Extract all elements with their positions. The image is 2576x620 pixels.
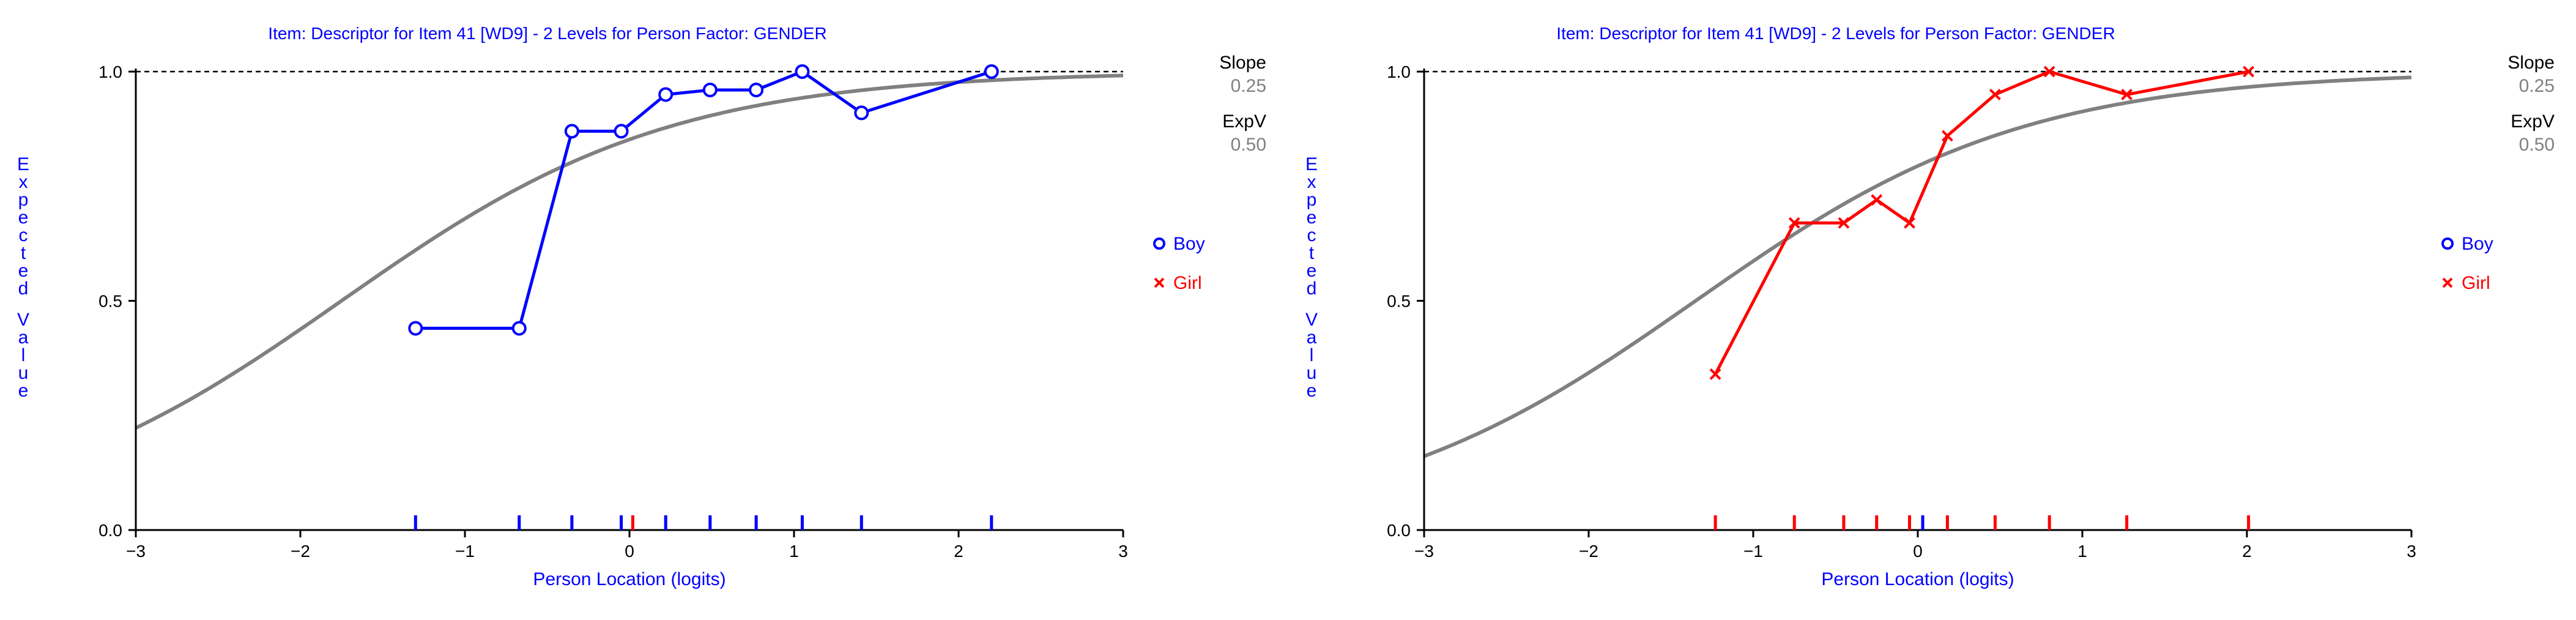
legend-girl-marker (1154, 277, 1165, 288)
data-point-girl (1871, 194, 1883, 206)
y-axis-label-char: p (1307, 190, 1317, 210)
y-axis-label-char: d (1307, 278, 1317, 299)
y-axis-label-char: V (1305, 310, 1318, 330)
x-tick-label: 1 (789, 542, 799, 561)
y-axis-label-char: V (17, 310, 29, 330)
chart-svg: Item: Descriptor for Item 41 [WD9] - 2 L… (17, 24, 1266, 589)
icc-curve (1423, 75, 2412, 458)
y-axis-label-char: p (18, 190, 29, 210)
x-tick-label: 0 (1913, 542, 1923, 561)
y-axis-label-char: x (1307, 172, 1316, 192)
x-tick-label: −3 (1414, 542, 1434, 561)
y-axis-label-char: a (18, 327, 29, 348)
data-point-boy (702, 82, 718, 97)
y-tick-label: 1.0 (98, 62, 122, 81)
y-axis-label-char: e (1307, 207, 1317, 228)
expv-value: 0.50 (2519, 135, 2555, 155)
data-point-boy (614, 124, 629, 139)
y-axis-label-char: e (18, 381, 29, 401)
legend-boy-label: Boy (2462, 234, 2493, 254)
x-tick-label: −2 (291, 542, 310, 561)
x-tick-label: 0 (625, 542, 634, 561)
chart-title: Item: Descriptor for Item 41 [WD9] - 2 L… (1556, 24, 2115, 43)
y-tick-label: 0.5 (98, 292, 122, 311)
y-axis-label-char: t (1309, 243, 1315, 263)
data-point-girl (1989, 89, 2001, 100)
data-point-girl (1904, 217, 1915, 229)
y-tick-label: 0.0 (98, 521, 122, 540)
data-point-girl (1838, 217, 1850, 229)
data-point-girl (1788, 217, 1800, 229)
x-tick-label: 3 (2407, 542, 2416, 561)
x-tick-label: −3 (126, 542, 146, 561)
x-axis-label: Person Location (logits) (533, 569, 726, 589)
x-tick-label: 2 (2242, 542, 2252, 561)
icc-panel-girl: Item: Descriptor for Item 41 [WD9] - 2 L… (1288, 0, 2576, 620)
expv-value: 0.50 (1231, 135, 1266, 155)
y-axis-label-char: l (1310, 345, 1314, 365)
legend-boy-marker (2441, 237, 2454, 250)
legend-girl-label: Girl (2462, 273, 2490, 293)
y-axis-label-char: E (17, 154, 29, 174)
icc-panel-boy: Item: Descriptor for Item 41 [WD9] - 2 L… (17, 24, 1266, 589)
data-point-boy (854, 105, 869, 121)
series-line-girl (1713, 70, 2249, 375)
x-tick-label: 3 (1118, 542, 1128, 561)
data-point-girl (2243, 65, 2255, 78)
legend-girl-marker (2442, 277, 2453, 288)
y-axis-label-char: c (19, 225, 28, 245)
chart-svg: Item: Descriptor for Item 41 [WD9] - 2 L… (1305, 24, 2555, 589)
data-point-girl (1709, 368, 1721, 380)
legend: Boy Girl (1153, 234, 1205, 293)
x-tick-label: 1 (2077, 542, 2087, 561)
y-axis-label-char: e (18, 261, 29, 281)
slope-label: Slope (1219, 53, 1266, 73)
expv-label: ExpV (1222, 111, 1266, 132)
slope-label: Slope (2507, 53, 2555, 73)
legend: Boy Girl (2441, 234, 2493, 293)
y-tick-label: 0.5 (1387, 292, 1411, 311)
expv-label: ExpV (2511, 111, 2555, 132)
y-axis-label-char: c (1307, 225, 1316, 245)
y-axis-label-char: a (1307, 327, 1317, 348)
data-point-boy (511, 321, 527, 336)
x-axis-label: Person Location (logits) (1821, 569, 2014, 589)
chart-title: Item: Descriptor for Item 41 [WD9] - 2 L… (268, 24, 826, 43)
y-axis-label-char: d (18, 278, 29, 299)
y-axis-label-char: e (18, 207, 29, 228)
slope-value: 0.25 (1231, 76, 1266, 96)
data-point-boy (795, 64, 810, 79)
legend-girl-label: Girl (1173, 273, 1202, 293)
x-tick-label: −1 (1743, 542, 1763, 561)
icc-curve (135, 73, 1124, 430)
y-axis-label-char: u (1307, 363, 1317, 383)
data-point-boy (408, 321, 423, 336)
y-axis-label-char: l (21, 345, 26, 365)
data-point-girl (2121, 89, 2133, 100)
y-axis-label-char: t (21, 243, 26, 263)
y-axis-label-char: e (1307, 381, 1317, 401)
data-point-girl (2043, 65, 2055, 78)
series-line-boy (415, 70, 992, 330)
y-axis-label-char: x (19, 172, 28, 192)
data-point-boy (658, 87, 674, 102)
legend-boy-label: Boy (1173, 234, 1205, 254)
y-axis-label-char: u (18, 363, 29, 383)
data-point-boy (749, 82, 764, 97)
y-axis-label-char: E (1305, 154, 1318, 174)
x-tick-label: −2 (1579, 542, 1598, 561)
slope-value: 0.25 (2519, 76, 2555, 96)
data-point-boy (984, 64, 999, 79)
x-tick-label: −1 (455, 542, 475, 561)
y-axis-label-char: e (1307, 261, 1317, 281)
x-tick-label: 2 (954, 542, 963, 561)
legend-boy-marker (1153, 237, 1165, 250)
data-point-boy (564, 124, 579, 139)
y-tick-label: 0.0 (1387, 521, 1411, 540)
y-tick-label: 1.0 (1387, 62, 1411, 81)
data-point-girl (1942, 130, 1953, 142)
